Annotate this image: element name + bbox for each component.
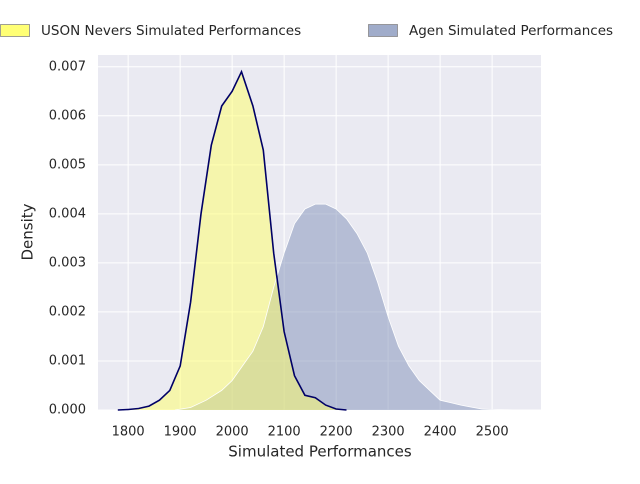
x-tick-label: 2300 <box>372 425 405 440</box>
y-tick-label: 0.003 <box>49 255 86 270</box>
y-tick-label: 0.007 <box>49 59 86 74</box>
legend-label: Agen Simulated Performances <box>409 23 613 39</box>
density-area <box>117 71 347 410</box>
y-tick-label: 0.000 <box>49 403 86 418</box>
y-tick-label: 0.005 <box>49 157 86 172</box>
legend-swatch <box>0 24 30 37</box>
x-tick-label: 1900 <box>164 425 197 440</box>
legend-swatch <box>368 24 398 37</box>
x-tick-label: 1800 <box>112 425 145 440</box>
x-tick-label: 2400 <box>424 425 457 440</box>
x-tick-label: 2500 <box>476 425 509 440</box>
x-tick-label: 2100 <box>268 425 301 440</box>
density-line <box>117 69 347 411</box>
y-axis-label: Density <box>19 203 37 260</box>
density-line <box>174 203 519 411</box>
x-axis-label: Simulated Performances <box>228 443 412 461</box>
x-tick-label: 2200 <box>320 425 353 440</box>
y-tick-label: 0.004 <box>49 206 86 221</box>
legend-label: USON Nevers Simulated Performances <box>41 23 301 39</box>
y-tick-label: 0.006 <box>49 108 86 123</box>
x-tick-label: 2000 <box>216 425 249 440</box>
y-tick-label: 0.001 <box>49 353 86 368</box>
y-tick-label: 0.002 <box>49 304 86 319</box>
